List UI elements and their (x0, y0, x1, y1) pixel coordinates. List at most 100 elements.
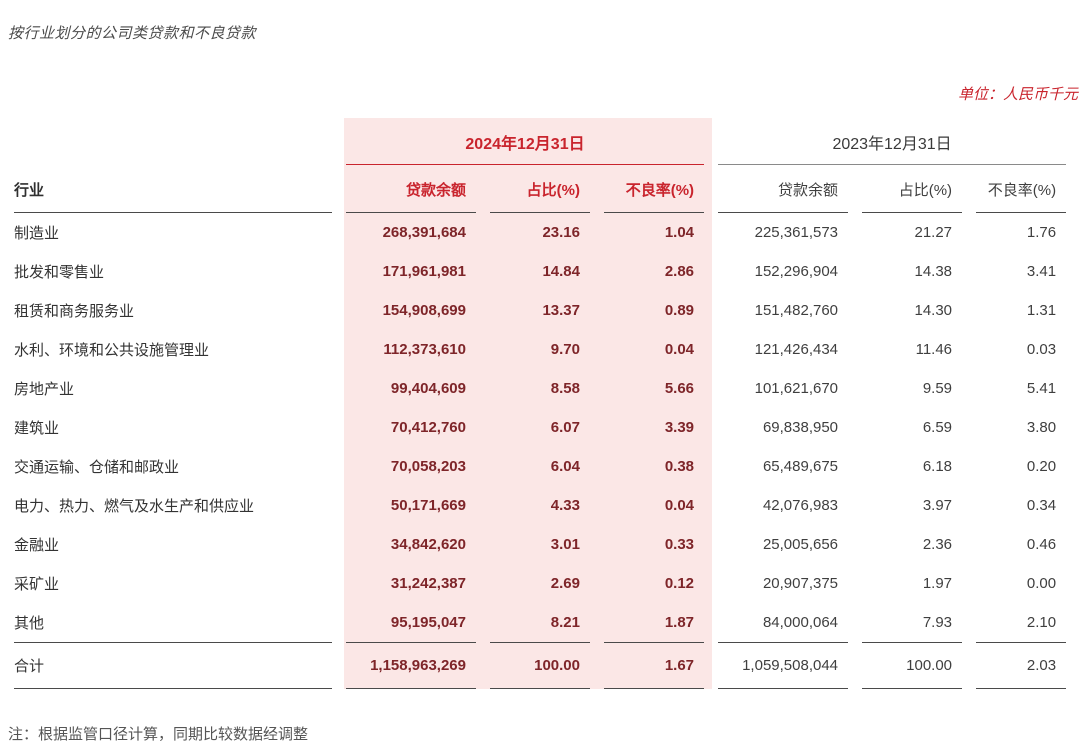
value-cell: 2.36 (922, 536, 953, 553)
value-cell: 2.69 (550, 575, 580, 592)
value-cell: 5.66 (664, 380, 695, 397)
industry-label: 采矿业 (14, 576, 60, 593)
column-header-balance-2023: 贷款余额 (718, 165, 849, 213)
table-foot: 合计 1,158,963,269 100.00 1.67 1,059,508,044 10… (14, 642, 1067, 689)
value-cell: 121,426,434 (754, 341, 839, 358)
value-cell: 1.76 (1026, 224, 1057, 241)
value-cell: 0.34 (1026, 497, 1057, 514)
value-cell: 25,005,656 (762, 536, 839, 553)
value-cell: 0.20 (1026, 458, 1057, 475)
value-cell: 6.18 (922, 458, 953, 475)
value-cell: 1,158,963,269 (346, 642, 476, 689)
industry-label: 制造业 (14, 225, 60, 242)
value-cell: 171,961,981 (382, 263, 466, 280)
value-cell: 99,404,609 (390, 380, 466, 397)
loan-table-wrapper: 2024年12月31日 2023年12月31日 行业 贷款余额 占比(%) 不良… (0, 118, 1080, 689)
value-cell: 14.30 (914, 302, 953, 319)
value-cell: 95,195,047 (390, 614, 466, 631)
value-cell: 101,621,670 (754, 380, 839, 397)
loans-by-industry-table: 2024年12月31日 2023年12月31日 行业 贷款余额 占比(%) 不良… (0, 118, 1080, 689)
industry-label: 电力、热力、燃气及水生产和供应业 (14, 498, 255, 515)
column-header-row: 行业 贷款余额 占比(%) 不良率(%) 贷款余额 占比(%) 不良率(%) (14, 165, 1067, 213)
value-cell: 268,391,684 (382, 224, 466, 241)
table-row: 制造业 268,391,684 23.16 1.04 225,361,573 21.27 1… (14, 213, 1066, 252)
table-row: 交通运输、仓储和邮政业 70,058,203 6.04 0.38 65,489,675 6… (14, 447, 1066, 486)
value-cell: 3.41 (1026, 263, 1057, 280)
value-cell: 0.04 (664, 497, 695, 514)
table-row: 建筑业 70,412,760 6.07 3.39 69,838,950 6.59 3.80 (14, 408, 1066, 447)
value-cell: 2.86 (664, 263, 695, 280)
table-row: 金融业 34,842,620 3.01 0.33 25,005,656 2.36 0.46 (14, 525, 1066, 564)
value-cell: 21.27 (914, 224, 953, 241)
column-header-industry: 行业 (14, 165, 332, 213)
value-cell: 6.04 (550, 458, 580, 475)
industry-label: 建筑业 (14, 420, 60, 437)
table-row: 电力、热力、燃气及水生产和供应业 50,171,669 4.33 0.04 42,076… (14, 486, 1066, 525)
value-cell: 34,842,620 (390, 536, 466, 553)
value-cell: 2.10 (1026, 614, 1057, 631)
table-row: 房地产业 99,404,609 8.58 5.66 101,621,670 9.59 5.4… (14, 369, 1066, 408)
column-header-share-2024: 占比(%) (490, 165, 590, 213)
value-cell: 112,373,610 (383, 341, 466, 358)
value-cell: 3.39 (664, 419, 695, 436)
industry-label: 金融业 (14, 537, 60, 554)
value-cell: 0.12 (664, 575, 695, 592)
value-cell: 20,907,375 (762, 575, 839, 592)
total-label: 合计 (14, 642, 332, 689)
value-cell: 1,059,508,044 (718, 642, 849, 689)
value-cell: 70,058,203 (390, 458, 466, 475)
value-cell: 100.00 (862, 642, 963, 689)
value-cell: 1.31 (1026, 302, 1057, 319)
value-cell: 6.07 (550, 419, 580, 436)
value-cell: 31,242,387 (390, 575, 466, 592)
footnote: 注：根据监管口径计算，同期比较数据经调整 (8, 726, 309, 743)
value-cell: 14.38 (914, 263, 953, 280)
table-body: 制造业 268,391,684 23.16 1.04 225,361,573 21.27 1… (14, 213, 1066, 642)
value-cell: 100.00 (490, 642, 590, 689)
industry-label: 租赁和商务服务业 (14, 303, 135, 320)
value-cell: 9.59 (922, 380, 953, 397)
column-header-npl-2024: 不良率(%) (604, 165, 705, 213)
column-header-balance-2024: 贷款余额 (346, 165, 476, 213)
value-cell: 11.46 (915, 341, 953, 358)
value-cell: 225,361,573 (754, 224, 839, 241)
value-cell: 4.33 (550, 497, 580, 514)
table-row: 租赁和商务服务业 154,908,699 13.37 0.89 151,482,760 1… (14, 291, 1066, 330)
value-cell: 0.04 (664, 341, 695, 358)
value-cell: 0.03 (1026, 341, 1057, 358)
value-cell: 0.33 (664, 536, 695, 553)
value-cell: 0.38 (664, 458, 695, 475)
industry-label: 批发和零售业 (14, 264, 105, 281)
industry-label: 水利、环境和公共设施管理业 (14, 342, 210, 359)
column-header-npl-2023: 不良率(%) (976, 165, 1067, 213)
group-header-row: 2024年12月31日 2023年12月31日 (14, 118, 1067, 165)
industry-label: 交通运输、仓储和邮政业 (14, 459, 180, 476)
table-row: 水利、环境和公共设施管理业 112,373,610 9.70 0.04 121,426,… (14, 330, 1066, 369)
value-cell: 65,489,675 (762, 458, 839, 475)
total-row: 合计 1,158,963,269 100.00 1.67 1,059,508,044 10… (14, 642, 1067, 689)
report-page: 按行业划分的公司类贷款和不良贷款 单位：人民币千元 2024年12月31日 20… (0, 25, 1080, 743)
value-cell: 2.03 (976, 642, 1067, 689)
value-cell: 8.58 (550, 380, 580, 397)
value-cell: 84,000,064 (762, 614, 839, 631)
value-cell: 23.16 (542, 224, 580, 241)
value-cell: 14.84 (542, 263, 580, 280)
value-cell: 5.41 (1026, 380, 1057, 397)
group-header-2024: 2024年12月31日 (346, 118, 705, 165)
value-cell: 3.01 (550, 536, 580, 553)
value-cell: 0.89 (664, 302, 695, 319)
value-cell: 8.21 (550, 614, 580, 631)
value-cell: 13.37 (542, 302, 580, 319)
unit-note: 单位：人民币千元 (957, 86, 1078, 103)
highlight-2024-band (344, 118, 712, 689)
table-row: 采矿业 31,242,387 2.69 0.12 20,907,375 1.97 0.00 (14, 564, 1066, 603)
value-cell: 151,482,760 (754, 302, 839, 319)
value-cell: 152,296,904 (754, 263, 839, 280)
section-title: 按行业划分的公司类贷款和不良贷款 (8, 25, 257, 42)
value-cell: 0.00 (1026, 575, 1057, 592)
table-row: 其他 95,195,047 8.21 1.87 84,000,064 7.93 2.10 (14, 603, 1066, 642)
value-cell: 69,838,950 (762, 419, 839, 436)
value-cell: 1.97 (922, 575, 953, 592)
value-cell: 3.97 (922, 497, 953, 514)
value-cell: 1.67 (604, 642, 705, 689)
